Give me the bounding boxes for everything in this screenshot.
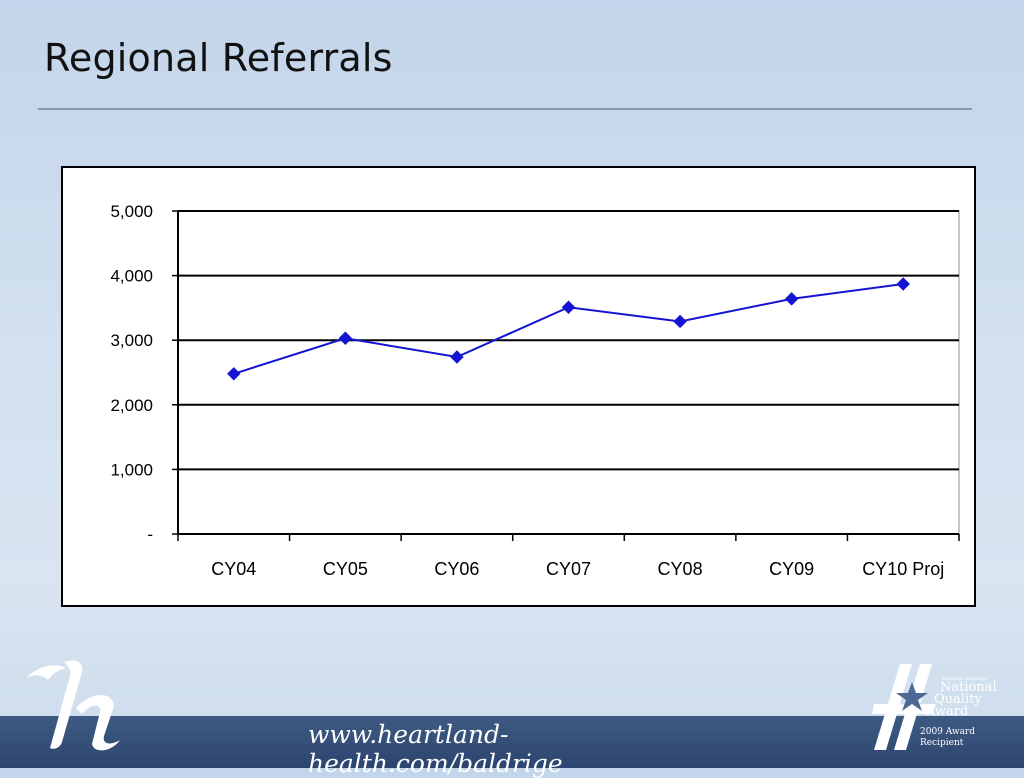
award-small-text: Malcolm Baldrige [942,676,988,682]
series-line [233,283,904,375]
title-divider [38,108,972,110]
y-tick-label: - [147,525,153,544]
x-tick-label: CY09 [769,559,814,579]
line-chart: - 1,000 2,000 3,000 4,000 5,000 CY04 CY05 CY06 CY… [110,202,960,579]
y-tick-label: 5,000 [110,202,153,221]
x-tick-label: CY10 Proj [862,559,944,579]
footer-band [0,716,1024,768]
data-point [896,277,910,291]
award-recipient-text: Recipient [920,738,964,748]
x-tick-label: CY08 [658,559,703,579]
page-title: Regional Referrals [44,36,393,80]
y-tick-label: 4,000 [110,267,153,286]
x-tick-label: CY06 [434,559,479,579]
footer-url: www.heartland-health.com/baldrige [308,720,563,778]
data-point [450,350,464,364]
award-year-text: 2009 Award [920,727,975,737]
y-tick-label: 1,000 [110,460,153,479]
y-tick-label: 3,000 [110,331,153,350]
data-point [784,292,799,306]
x-tick-label: CY04 [211,559,256,579]
chart-panel: - 1,000 2,000 3,000 4,000 5,000 CY04 CY05 CY06 CY… [61,166,976,607]
award-quality-text: Quality [934,692,982,707]
baldrige-award-star-icon [872,664,936,750]
heartland-h-logo-icon [26,660,120,751]
plot-area [177,210,960,535]
award-national-text: National [940,680,997,695]
y-tick-label: 2,000 [110,396,153,415]
x-tick-label: CY05 [323,559,368,579]
data-point [227,367,241,381]
data-point [338,331,353,345]
data-point [673,314,687,329]
award-award-text: Award [926,704,969,719]
x-tick-label: CY07 [546,559,591,579]
data-point [561,300,576,314]
